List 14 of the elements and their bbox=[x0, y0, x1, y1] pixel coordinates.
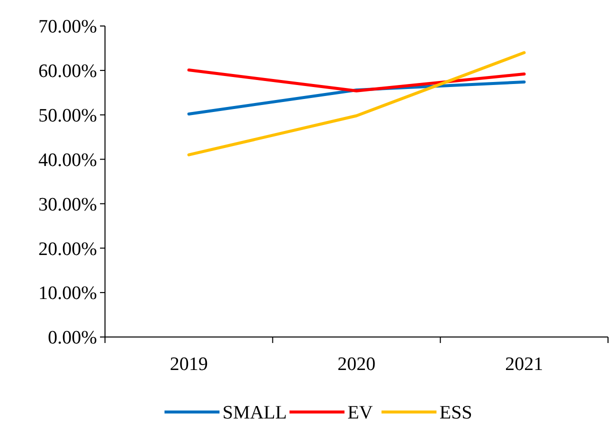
y-tick-label: 30.00% bbox=[38, 194, 98, 216]
y-tick-label: 0.00% bbox=[48, 328, 98, 349]
y-tick-label: 50.00% bbox=[38, 106, 98, 127]
legend-label: ESS bbox=[440, 402, 472, 424]
legend-label: EV bbox=[348, 402, 374, 424]
x-tick-label: 2020 bbox=[338, 354, 376, 375]
y-tick-label: 10.00% bbox=[38, 283, 98, 304]
y-tick-label: 40.00% bbox=[38, 150, 98, 171]
legend-label: SMALL bbox=[222, 402, 287, 424]
x-tick-label: 2019 bbox=[170, 354, 208, 375]
y-tick-label: 20.00% bbox=[38, 238, 98, 260]
y-tick-label: 70.00% bbox=[38, 16, 98, 38]
x-tick-label: 2021 bbox=[505, 354, 544, 375]
y-tick-label: 60.00% bbox=[38, 61, 98, 82]
